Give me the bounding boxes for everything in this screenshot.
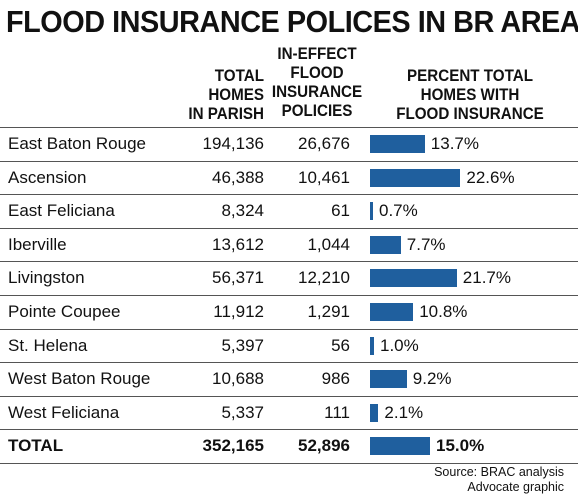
percent-bar xyxy=(370,336,374,355)
table-row: West Feliciana 5,337 111 2.1% xyxy=(0,396,578,430)
percent-bar xyxy=(370,269,457,288)
percent-bar xyxy=(370,235,401,254)
percent-label: 1.0% xyxy=(380,335,419,355)
percent-label: 22.6% xyxy=(466,167,515,187)
row-rule xyxy=(0,295,578,296)
parish-name: East Baton Rouge xyxy=(8,134,146,153)
parish-name: Iberville xyxy=(8,234,67,254)
total-homes-value: 56,371 xyxy=(212,268,264,288)
header-percent: PERCENT TOTAL HOMES WITH FLOOD INSURANCE xyxy=(396,67,544,123)
table-row: East Feliciana 8,324 61 0.7% xyxy=(0,194,578,228)
policies-value: 12,210 xyxy=(298,268,350,288)
percent-bar xyxy=(370,437,430,456)
policies-value: 1,291 xyxy=(307,302,350,321)
total-homes-value: 352,165 xyxy=(202,436,264,456)
percent-bar xyxy=(370,403,379,422)
row-rule xyxy=(0,227,578,229)
percent-bar xyxy=(370,135,425,153)
percent-bar xyxy=(370,370,407,389)
parish-name: Ascension xyxy=(8,167,87,187)
percent-label: 13.7% xyxy=(430,134,479,153)
parish-name: West Feliciana xyxy=(8,402,120,422)
row-rule xyxy=(0,261,578,263)
total-rule xyxy=(0,463,578,464)
header-policies: IN-EFFECT FLOOD INSURANCE POLICIES xyxy=(271,45,363,120)
parish-name: TOTAL xyxy=(8,436,64,456)
percent-label: 21.7% xyxy=(462,268,511,288)
total-homes-value: 5,397 xyxy=(221,335,264,355)
percent-bar xyxy=(370,202,373,221)
source-note: Source: BRAC analysis Advocate graphic xyxy=(434,465,564,494)
row-rule xyxy=(0,194,578,196)
total-homes-value: 13,612 xyxy=(212,234,264,254)
total-homes-value: 194,136 xyxy=(202,134,264,153)
chart-title: FLOOD INSURANCE POLICES IN BR AREA xyxy=(6,4,578,39)
parish-name: Livingston xyxy=(8,268,85,288)
policies-value: 26,676 xyxy=(298,134,350,153)
parish-name: Pointe Coupee xyxy=(8,302,121,321)
policies-value: 61 xyxy=(331,201,350,221)
percent-label: 15.0% xyxy=(436,436,485,456)
total-row: TOTAL 352,165 52,896 15.0% xyxy=(0,429,578,463)
table-row: Iberville 13,612 1,044 7.7% xyxy=(0,228,578,262)
percent-label: 7.7% xyxy=(406,234,446,254)
parish-name: East Feliciana xyxy=(8,201,115,221)
header-rule xyxy=(0,127,578,128)
row-rule xyxy=(0,160,578,162)
percent-label: 0.7% xyxy=(379,201,418,221)
total-homes-value: 46,388 xyxy=(212,167,264,187)
total-homes-value: 11,912 xyxy=(213,302,264,321)
total-homes-value: 5,337 xyxy=(221,402,264,422)
parish-name: St. Helena xyxy=(8,335,88,355)
policies-value: 52,896 xyxy=(298,436,350,456)
table-row: Livingston 56,371 12,210 21.7% xyxy=(0,261,578,295)
header-total-homes: TOTAL HOMES IN PARISH xyxy=(188,67,264,123)
policies-value: 986 xyxy=(321,369,350,389)
table-row: West Baton Rouge 10,688 986 9.2% xyxy=(0,362,578,396)
percent-label: 2.1% xyxy=(384,402,424,422)
row-rule xyxy=(0,429,578,431)
policies-value: 56 xyxy=(331,335,350,355)
percent-bar xyxy=(370,303,414,321)
policies-value: 1,044 xyxy=(307,234,350,254)
table-row: East Baton Rouge 194,136 26,676 13.7% xyxy=(0,127,578,161)
row-rule xyxy=(0,328,578,330)
table-row: St. Helena 5,397 56 1.0% xyxy=(0,329,578,363)
percent-label: 9.2% xyxy=(412,369,452,389)
policies-value: 10,461 xyxy=(298,167,350,187)
policies-value: 111 xyxy=(324,402,350,422)
total-homes-value: 10,688 xyxy=(212,369,264,389)
table-row: Ascension 46,388 10,461 22.6% xyxy=(0,161,578,195)
table-row: Pointe Coupee 11,912 1,291 10.8% xyxy=(0,295,578,329)
parish-name: West Baton Rouge xyxy=(8,369,151,389)
percent-label: 10.8% xyxy=(419,302,468,321)
percent-bar xyxy=(370,168,461,187)
row-rule xyxy=(0,362,578,364)
row-rule xyxy=(0,395,578,397)
total-homes-value: 8,324 xyxy=(221,201,264,221)
